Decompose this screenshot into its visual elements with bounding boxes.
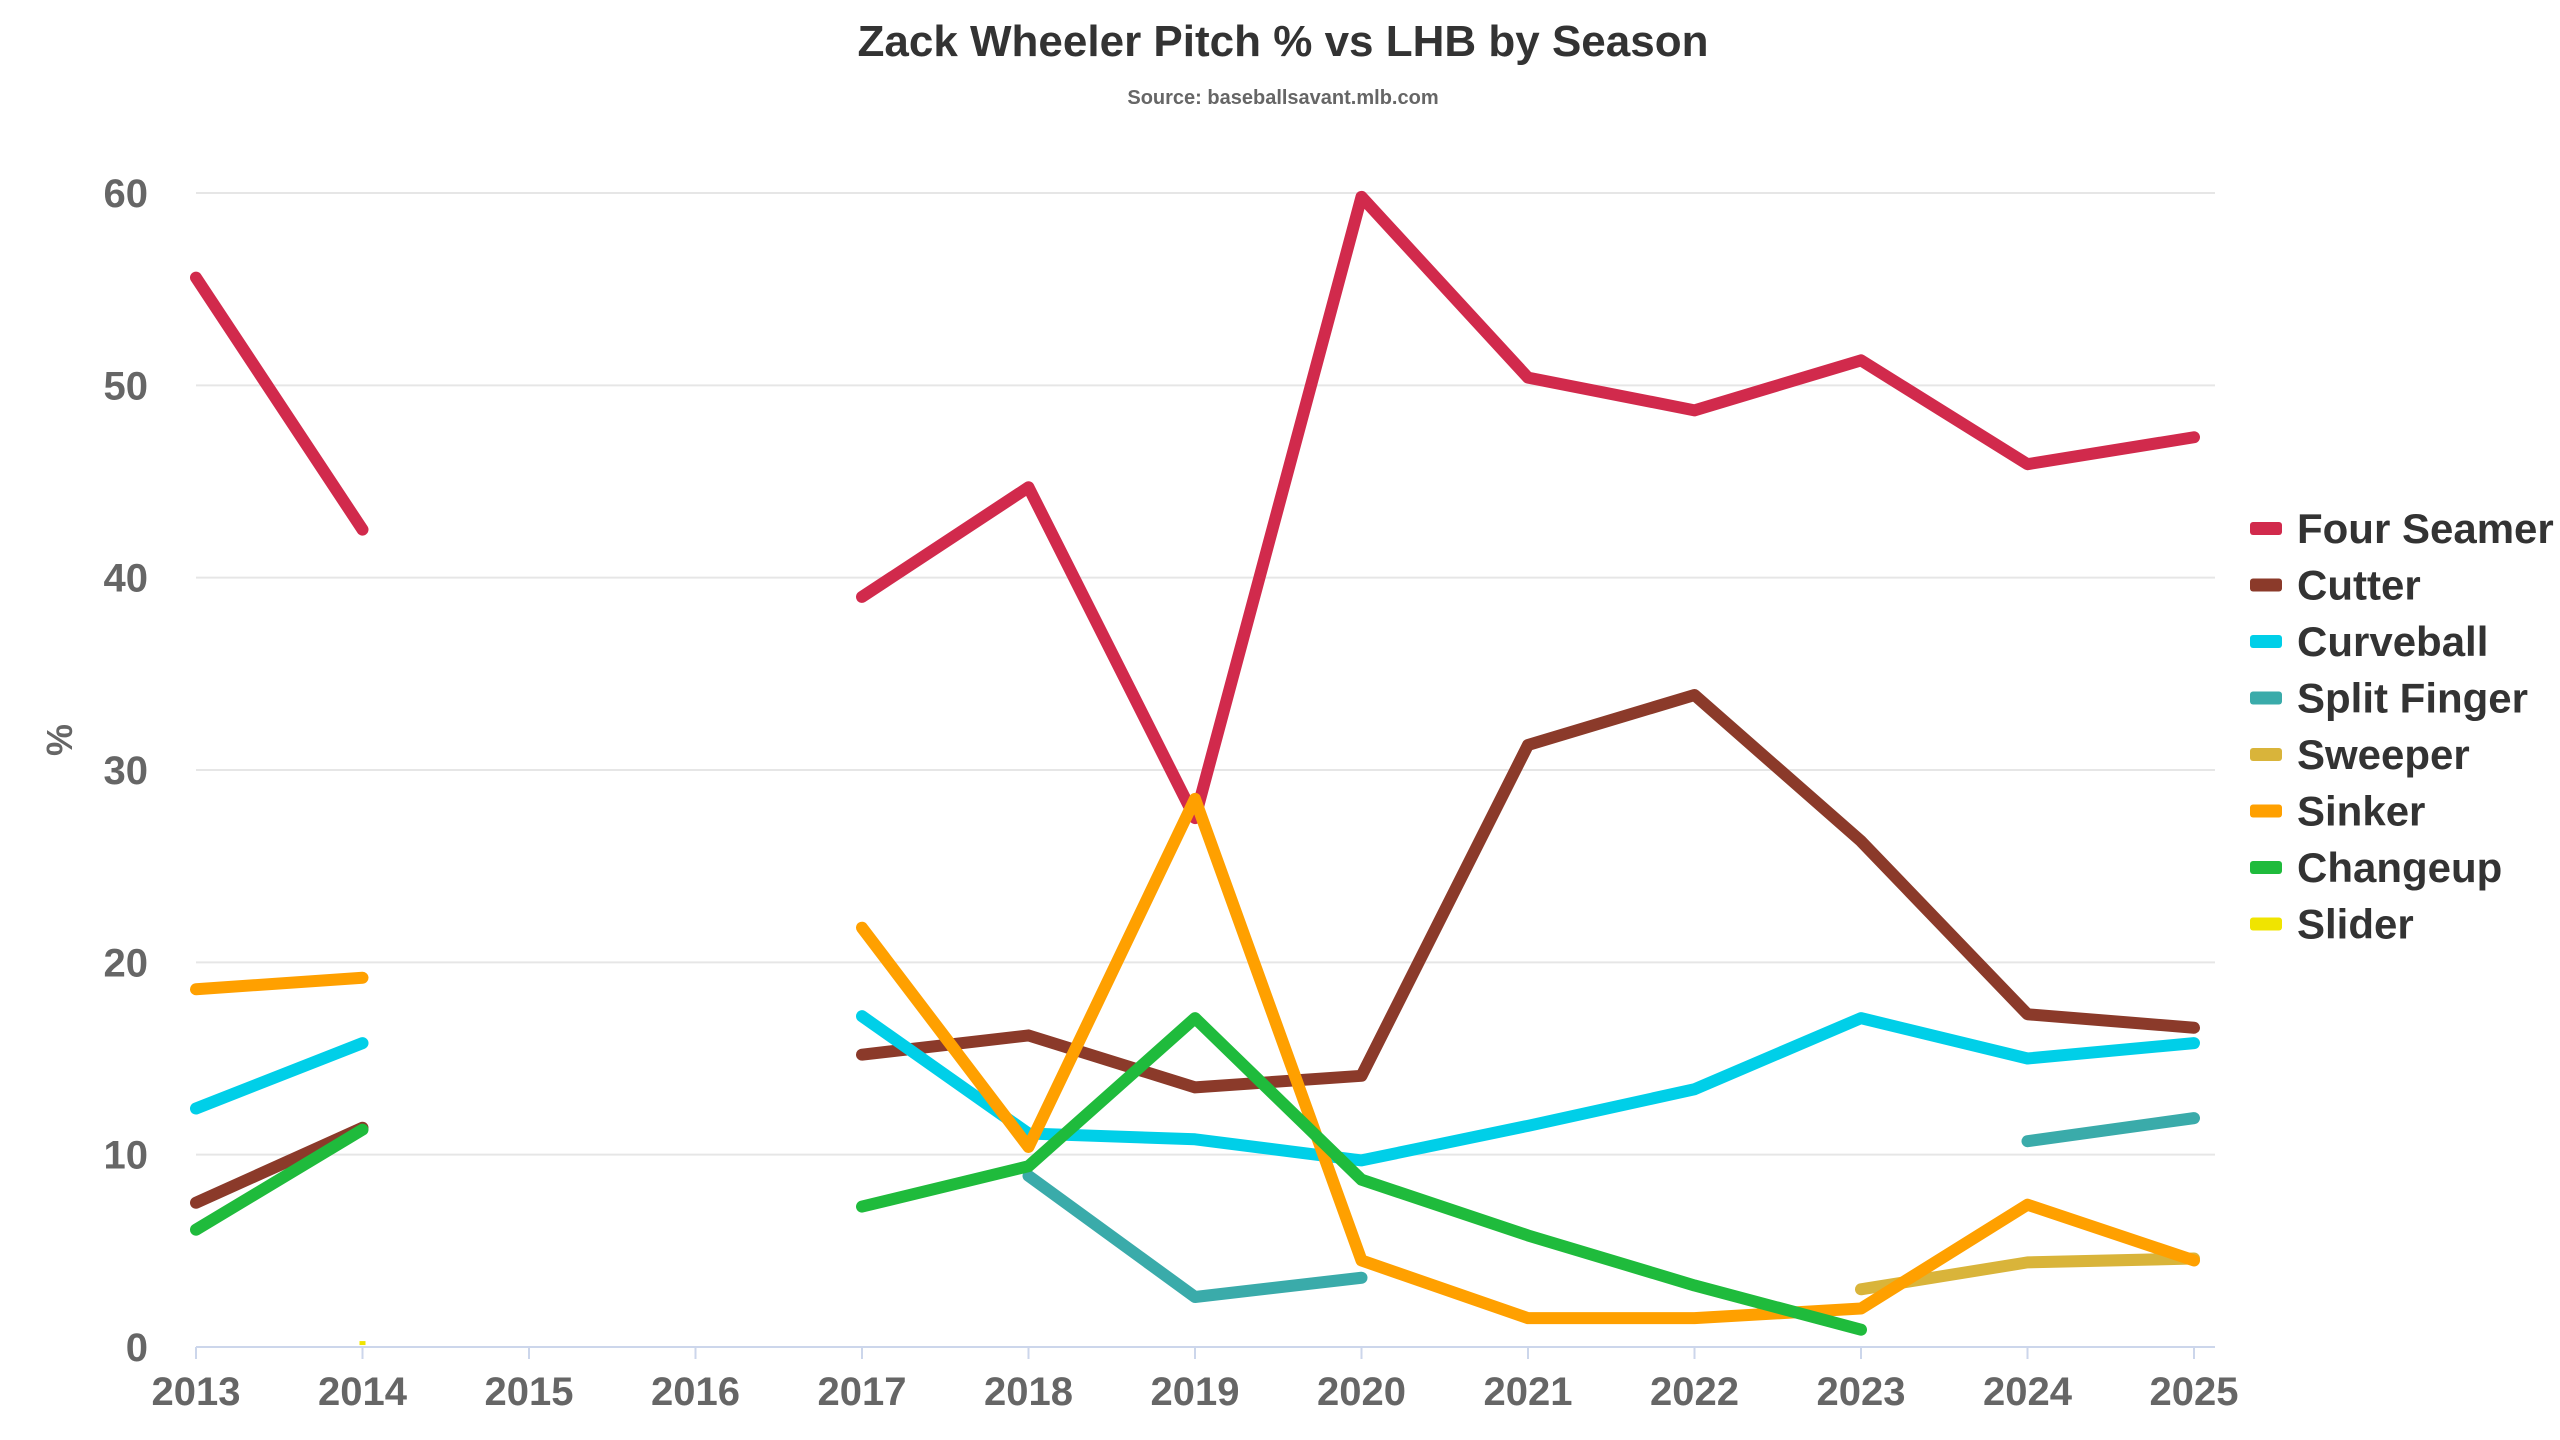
x-tick-label: 2017 [818,1370,907,1414]
y-tick-label: 10 [104,1134,149,1178]
legend-swatch [2250,804,2282,818]
series-line-segment[interactable] [1022,1169,1368,1303]
legend-swatch [2250,635,2282,648]
y-axis-title: % [39,724,80,756]
series-line-segment[interactable] [856,190,2200,825]
y-tick-label: 40 [104,557,149,601]
series-line-segment[interactable] [190,271,369,536]
legend-label: Sinker [2297,788,2425,835]
series-split-finger[interactable] [1022,1112,2200,1303]
series-lines [190,190,2200,1346]
y-tick-label: 30 [104,749,149,793]
legend-label: Sweeper [2297,731,2470,778]
x-tick-label: 2013 [152,1370,241,1414]
x-tick-label: 2014 [318,1370,408,1414]
series-line-segment[interactable] [856,1012,1867,1336]
legend-item[interactable]: Sinker [2250,788,2425,835]
series-line-segment[interactable] [856,688,2200,1094]
x-tick-label: 2023 [1817,1370,1906,1414]
x-tick-label: 2024 [1983,1370,2073,1414]
legend-item[interactable]: Changeup [2250,844,2502,891]
chart-title: Zack Wheeler Pitch % vs LHB by Season [858,17,1709,66]
series-line-segment[interactable] [856,1010,2200,1167]
series-sinker[interactable] [190,792,2200,1325]
series-line-segment[interactable] [190,1123,369,1236]
series-line-segment[interactable] [2021,1112,2200,1148]
x-tick-label: 2022 [1650,1370,1739,1414]
legend-swatch [2250,861,2282,874]
x-tick-label: 2025 [2150,1370,2239,1414]
x-tick-label: 2020 [1317,1370,1406,1414]
legend[interactable]: Four Seamer Cutter Curveball Split Finger Sw… [2250,505,2554,948]
legend-label: Split Finger [2297,675,2528,722]
series-line-segment[interactable] [856,792,2200,1325]
legend-item[interactable]: Cutter [2250,562,2421,609]
legend-label: Slider [2297,901,2414,948]
y-tick-label: 50 [104,364,149,408]
y-tick-label: 20 [104,941,149,985]
x-tick-label: 2019 [1151,1370,1240,1414]
legend-item[interactable]: Four Seamer [2250,505,2554,552]
legend-swatch [2250,522,2282,535]
legend-swatch [2250,578,2282,592]
x-axis-ticks: 2013 2014 2015 2016 2017 2018 2019 2020 2021 2022… [152,1347,2239,1414]
series-line-segment[interactable] [190,1037,369,1115]
legend-item[interactable]: Curveball [2250,618,2488,665]
y-tick-label: 60 [104,172,149,216]
legend-label: Four Seamer [2297,505,2554,552]
legend-item[interactable]: Sweeper [2250,731,2470,778]
legend-swatch [2250,748,2282,761]
legend-swatch [2250,917,2282,931]
y-axis-ticks: 0 10 20 30 40 50 60 [104,172,149,1370]
series-cutter[interactable] [190,688,2200,1209]
legend-item[interactable]: Split Finger [2250,675,2528,722]
y-tick-label: 0 [126,1326,148,1370]
x-tick-label: 2018 [984,1370,1073,1414]
x-tick-label: 2021 [1484,1370,1573,1414]
series-line-segment[interactable] [190,971,369,996]
series-four-seamer[interactable] [190,190,2200,825]
legend-label: Cutter [2297,562,2421,609]
legend-item[interactable]: Slider [2250,901,2414,948]
series-curveball[interactable] [190,1010,2200,1167]
series-changeup[interactable] [190,1012,1867,1336]
x-tick-label: 2015 [485,1370,574,1414]
legend-swatch [2250,691,2282,705]
x-tick-label: 2016 [651,1370,740,1414]
legend-label: Changeup [2297,844,2502,891]
legend-label: Curveball [2297,618,2488,665]
chart-subtitle: Source: baseballsavant.mlb.com [1127,87,1438,109]
gridlines [196,192,2215,1348]
